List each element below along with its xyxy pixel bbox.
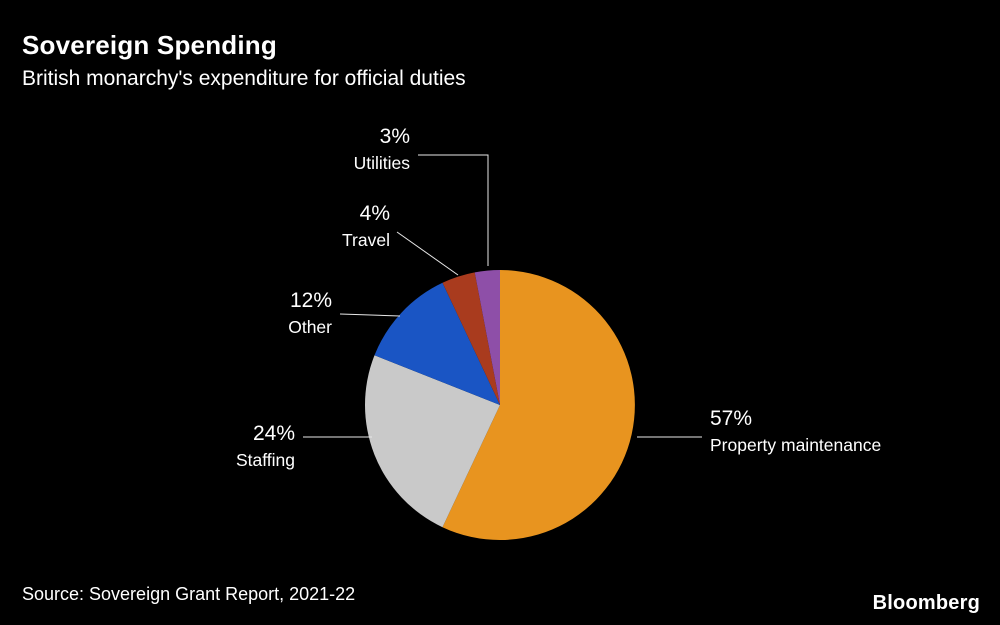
slice-name-utilities: Utilities	[353, 153, 410, 173]
bloomberg-logo: Bloomberg	[872, 592, 980, 614]
slice-label-property-maintenance: 57% Property maintenance	[710, 408, 881, 455]
leader-line-travel	[396, 231, 459, 276]
leader-line-other	[339, 313, 401, 317]
leader-line-utilities	[418, 154, 489, 266]
slice-label-travel: 4% Travel	[342, 203, 390, 250]
slice-percent-property-maintenance: 57%	[710, 407, 753, 430]
slice-name-property-maintenance: Property maintenance	[710, 435, 882, 455]
slice-label-other: 12% Other	[288, 290, 332, 337]
pie-slice-staffing	[364, 355, 500, 528]
pie-slice-travel	[442, 272, 500, 405]
slice-name-travel: Travel	[342, 230, 390, 250]
slice-name-other: Other	[288, 317, 332, 337]
chart-subtitle: British monarchy's expenditure for offic…	[22, 67, 466, 90]
pie-slice-property-maintenance	[442, 270, 635, 540]
chart-title: Sovereign Spending	[22, 30, 277, 60]
slice-percent-staffing: 24%	[252, 422, 295, 445]
source-note: Source: Sovereign Grant Report, 2021-22	[22, 584, 356, 604]
slice-name-staffing: Staffing	[235, 450, 295, 470]
slice-label-utilities: 3% Utilities	[354, 126, 410, 173]
slice-percent-other: 12%	[289, 289, 332, 312]
pie-slice-utilities	[474, 270, 500, 405]
pie-slice-other	[374, 282, 500, 405]
slice-percent-travel: 4%	[359, 202, 390, 225]
slice-label-staffing: 24% Staffing	[236, 423, 295, 470]
slice-percent-utilities: 3%	[379, 125, 410, 148]
